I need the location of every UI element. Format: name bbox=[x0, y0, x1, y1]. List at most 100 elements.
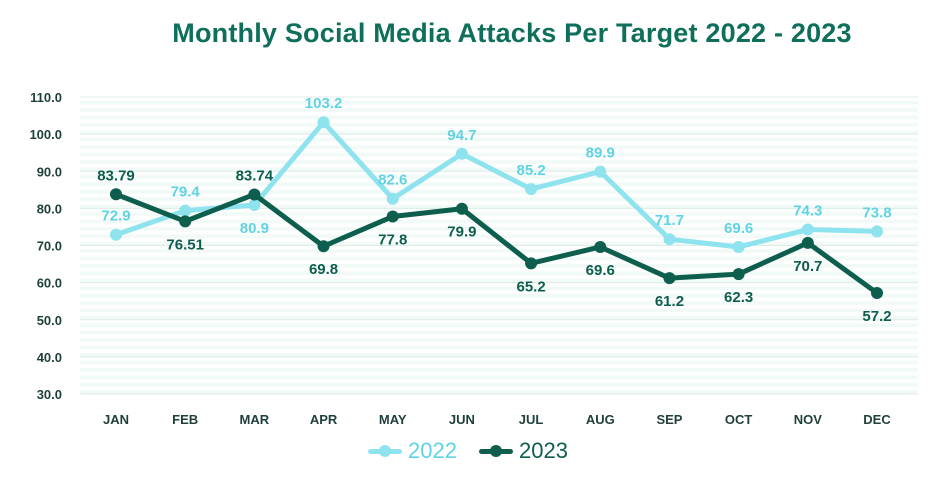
grid-band bbox=[80, 212, 918, 216]
data-point-2022[interactable] bbox=[455, 147, 468, 160]
data-label-2023: 83.79 bbox=[97, 167, 135, 184]
y-tick-label: 70.0 bbox=[37, 239, 62, 254]
grid-band bbox=[80, 219, 918, 224]
data-label-2023: 65.2 bbox=[516, 278, 545, 295]
grid-band bbox=[80, 137, 918, 142]
x-tick-label: DEC bbox=[863, 412, 891, 427]
grid-band bbox=[80, 390, 918, 394]
grid-band bbox=[80, 271, 918, 276]
data-label-2022: 94.7 bbox=[447, 127, 476, 144]
data-point-2023[interactable] bbox=[732, 268, 745, 281]
data-point-2022[interactable] bbox=[801, 223, 814, 236]
y-axis-ticks: 30.0 40.0 50.0 60.0 70.0 80.0 90.0 100.0 110.0 bbox=[29, 90, 62, 402]
grid-band bbox=[80, 278, 918, 283]
y-tick-label: 110.0 bbox=[30, 90, 62, 105]
x-tick-label: MAY bbox=[379, 412, 407, 427]
x-tick-label: JAN bbox=[103, 412, 129, 427]
series-line-2023 bbox=[113, 191, 880, 296]
series-lines bbox=[110, 116, 883, 300]
grid-band bbox=[80, 375, 918, 380]
data-label-2023: 57.2 bbox=[862, 308, 891, 325]
grid-band bbox=[80, 286, 918, 291]
data-label-2023: 70.7 bbox=[793, 258, 822, 275]
grid-band bbox=[80, 122, 918, 127]
legend-item-2022[interactable]: 2022 bbox=[368, 438, 457, 464]
legend-item-2023[interactable]: 2023 bbox=[479, 438, 568, 464]
data-point-2022[interactable] bbox=[110, 228, 122, 241]
y-tick-label: 90.0 bbox=[37, 164, 62, 179]
data-label-2022: 79.4 bbox=[171, 184, 201, 201]
grid-band bbox=[80, 353, 918, 357]
grid-band bbox=[80, 130, 918, 135]
grid-band bbox=[80, 264, 918, 268]
grid-band bbox=[80, 204, 918, 209]
data-point-2023[interactable] bbox=[871, 287, 883, 300]
data-label-2023: 62.3 bbox=[724, 289, 753, 306]
x-tick-label: FEB bbox=[172, 412, 198, 427]
data-point-2023[interactable] bbox=[110, 188, 122, 201]
x-tick-label: MAR bbox=[240, 412, 270, 427]
x-tick-label: APR bbox=[310, 412, 338, 427]
data-label-2023: 83.74 bbox=[236, 167, 274, 184]
data-point-2023[interactable] bbox=[248, 188, 261, 201]
x-tick-label: JUL bbox=[519, 412, 544, 427]
series-line-2022 bbox=[113, 119, 880, 250]
data-label-2022: 103.2 bbox=[305, 95, 343, 112]
y-tick-label: 60.0 bbox=[37, 276, 62, 291]
data-point-2023[interactable] bbox=[663, 272, 676, 285]
grid-band bbox=[80, 108, 918, 112]
data-point-2022[interactable] bbox=[732, 240, 745, 253]
grid-band bbox=[80, 316, 918, 320]
data-point-2023[interactable] bbox=[317, 240, 330, 253]
grid-band bbox=[80, 301, 918, 305]
data-point-2022[interactable] bbox=[525, 183, 538, 196]
data-point-2023[interactable] bbox=[801, 236, 814, 249]
data-point-2022[interactable] bbox=[179, 204, 192, 217]
data-point-2023[interactable] bbox=[525, 257, 538, 270]
grid-band bbox=[80, 115, 918, 120]
grid-band bbox=[80, 189, 918, 194]
x-tick-label: OCT bbox=[725, 412, 753, 427]
legend-label-2022: 2022 bbox=[408, 438, 457, 463]
data-point-2022[interactable] bbox=[594, 165, 607, 178]
y-tick-label: 40.0 bbox=[37, 350, 62, 365]
grid-band bbox=[80, 330, 918, 335]
data-label-2022: 71.7 bbox=[655, 212, 684, 229]
grid-band bbox=[80, 145, 918, 149]
data-point-2022[interactable] bbox=[871, 225, 883, 238]
grid-band bbox=[80, 152, 918, 157]
grid-band bbox=[80, 226, 918, 231]
x-tick-label: JUN bbox=[449, 412, 475, 427]
data-label-2023: 61.2 bbox=[655, 293, 684, 310]
grid-band bbox=[80, 293, 918, 298]
legend-swatch-2023 bbox=[479, 440, 513, 462]
y-tick-label: 100.0 bbox=[29, 127, 62, 142]
data-point-2023[interactable] bbox=[179, 215, 192, 228]
gridlines bbox=[80, 96, 918, 395]
data-point-2022[interactable] bbox=[386, 192, 399, 205]
grid-band bbox=[80, 100, 918, 105]
grid-band bbox=[80, 338, 918, 343]
legend: 2022 2023 bbox=[0, 438, 936, 464]
data-point-2023[interactable] bbox=[594, 240, 607, 253]
data-label-2023: 76.51 bbox=[166, 236, 204, 253]
data-point-2023[interactable] bbox=[386, 210, 399, 223]
data-point-2022[interactable] bbox=[248, 199, 261, 212]
grid-band bbox=[80, 308, 918, 313]
grid-band bbox=[80, 249, 918, 253]
chart-title: Monthly Social Media Attacks Per Target … bbox=[172, 18, 852, 48]
y-tick-label: 80.0 bbox=[37, 201, 62, 216]
data-label-2022: 82.6 bbox=[378, 172, 407, 189]
x-tick-label: NOV bbox=[794, 412, 823, 427]
legend-swatch-2022 bbox=[368, 440, 403, 462]
legend-label-2023: 2023 bbox=[519, 438, 568, 463]
data-label-2023: 79.9 bbox=[447, 224, 476, 241]
data-label-2022: 69.6 bbox=[724, 220, 753, 237]
data-point-2022[interactable] bbox=[663, 233, 676, 246]
x-axis-ticks: JAN FEB MAR APR MAY JUN JUL AUG SEP OCT NOV DEC bbox=[103, 412, 891, 427]
data-point-2022[interactable] bbox=[317, 116, 330, 129]
grid-band bbox=[80, 197, 918, 201]
x-tick-label: AUG bbox=[586, 412, 615, 427]
data-point-2023[interactable] bbox=[455, 202, 468, 215]
grid-band bbox=[80, 323, 918, 328]
